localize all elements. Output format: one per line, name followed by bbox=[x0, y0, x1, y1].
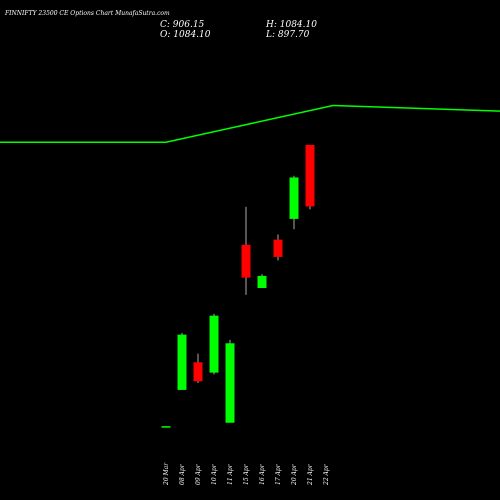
x-tick-label: 15 Apr bbox=[243, 463, 250, 485]
candle-body bbox=[241, 244, 251, 278]
candle-09-apr bbox=[193, 353, 203, 383]
x-tick-label: 17 Apr bbox=[275, 463, 282, 485]
low-value: L: 897.70 bbox=[266, 30, 310, 40]
overlay-line-layer bbox=[0, 104, 500, 143]
candle-08-apr bbox=[177, 332, 187, 390]
x-axis-labels: 20 Mar 08 Apr 09 Apr 10 Apr 11 Apr 15 Apr 16 A… bbox=[163, 462, 330, 486]
x-tick-label: 20 Mar bbox=[163, 462, 170, 486]
candle-20-apr bbox=[289, 175, 299, 230]
x-tick-label: 16 Apr bbox=[259, 463, 266, 485]
candle-17-apr bbox=[273, 234, 283, 261]
x-tick-label: 10 Apr bbox=[211, 463, 218, 485]
candle-11-apr bbox=[225, 339, 235, 423]
candle-body bbox=[161, 426, 171, 428]
candle-body bbox=[225, 343, 235, 423]
x-tick-label: 22 Apr bbox=[323, 463, 330, 486]
candle-layer bbox=[161, 144, 315, 428]
candle-21-apr bbox=[305, 144, 315, 210]
x-tick-label: 20 Apr bbox=[291, 463, 298, 486]
x-tick-label: 08 Apr bbox=[179, 463, 186, 485]
x-tick-label: 11 Apr bbox=[227, 463, 234, 485]
candle-body bbox=[193, 362, 203, 382]
high-value: H: 1084.10 bbox=[266, 20, 317, 30]
candle-body bbox=[305, 144, 315, 207]
candle-body bbox=[273, 239, 283, 257]
candle-10-apr bbox=[209, 313, 219, 375]
x-tick-label: 09 Apr bbox=[195, 463, 202, 485]
candle-16-apr bbox=[257, 274, 267, 288]
chart-title: FINNIFTY 23500 CE Options Chart MunafaSu… bbox=[5, 10, 170, 17]
overlay-line-series bbox=[0, 104, 500, 143]
open-value: O: 1084.10 bbox=[160, 30, 211, 40]
candle-body bbox=[289, 177, 299, 219]
close-value: C: 906.15 bbox=[160, 20, 205, 30]
candle-body bbox=[177, 334, 187, 390]
candle-body bbox=[257, 275, 267, 288]
candle-body bbox=[209, 315, 219, 373]
x-tick-label: 21 Apr bbox=[307, 463, 314, 486]
candle-15-apr bbox=[241, 206, 251, 295]
candle-20-mar bbox=[161, 426, 171, 428]
